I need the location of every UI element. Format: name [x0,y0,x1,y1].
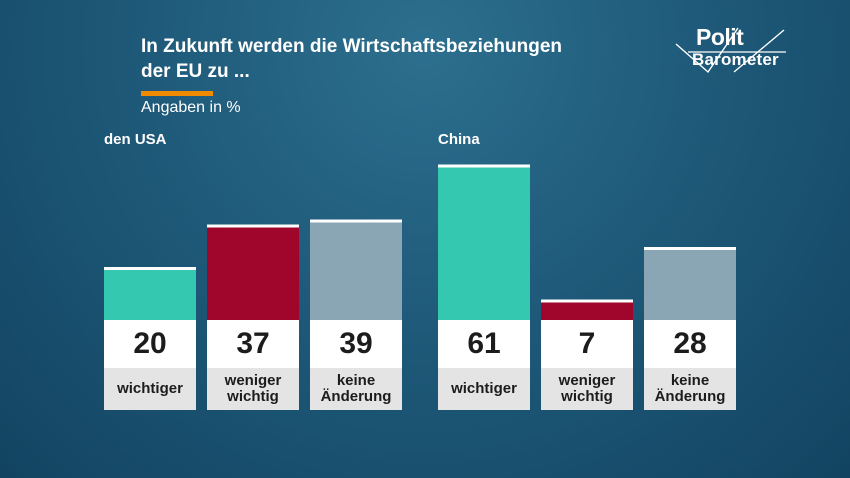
bar-china-wichtiger [438,167,530,320]
data-label-usa-keine-aenderung: 39 [310,320,402,368]
chart-subtitle: Angaben in % [141,99,241,116]
data-label-usa-weniger-wichtig: 37 [207,320,299,368]
logo-check-icon [675,27,786,74]
category-label-china-keine-aenderung: keine Änderung [644,368,736,410]
category-label-usa-wichtiger: wichtiger [104,368,196,410]
bar-usa-weniger-wichtig [207,227,299,320]
bar-cap-usa-weniger-wichtig [207,224,299,228]
category-label-text: weniger wichtig [558,372,616,405]
category-label-usa-weniger-wichtig: weniger wichtig [207,368,299,410]
bar-cap-usa-keine-aenderung [310,219,402,223]
bar-cap-usa-wichtiger [104,267,196,270]
category-label-usa-keine-aenderung: keine Änderung [310,368,402,410]
logo-text-polit: Polit [696,24,744,50]
category-label-text: keine Änderung [654,372,726,405]
data-label-china-weniger-wichtig: 7 [541,320,633,368]
chart-title-line-2: der EU zu ... [141,61,250,82]
bar-usa-keine-aenderung [310,222,402,320]
title-accent-rule [141,91,213,96]
group-label-china: China [438,131,480,148]
data-label-usa-wichtiger: 20 [104,320,196,368]
bar-china-weniger-wichtig [541,302,633,320]
chart-title-line-1: In Zukunft werden die Wirtschaftsbeziehu… [141,36,563,57]
group-label-usa: den USA [104,131,167,148]
data-label-china-wichtiger: 61 [438,320,530,368]
bar-china-keine-aenderung [644,250,736,320]
politbarometer-logo: Polit Barometer [674,22,794,78]
category-label-text: keine Änderung [320,372,392,405]
category-label-text: weniger wichtig [224,372,282,405]
data-label-china-keine-aenderung: 28 [644,320,736,368]
bar-usa-wichtiger [104,270,196,320]
bar-cap-china-wichtiger [438,164,530,168]
logo-text-barometer: Barometer [692,50,779,69]
bar-cap-china-weniger-wichtig [541,299,633,303]
category-label-china-wichtiger: wichtiger [438,368,530,410]
chart-title: In Zukunft werden die Wirtschaftsbeziehu… [141,34,621,84]
bar-cap-china-keine-aenderung [644,247,736,250]
category-label-china-weniger-wichtig: weniger wichtig [541,368,633,410]
category-label-text: wichtiger [451,380,517,397]
category-label-text: wichtiger [117,380,183,397]
